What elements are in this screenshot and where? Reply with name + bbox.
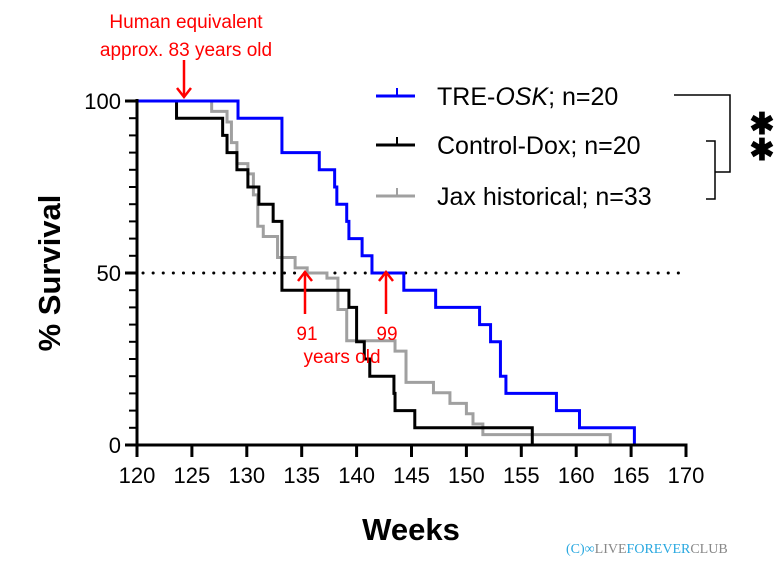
annotation-human-equivalent: Human equivalent [109,12,263,33]
arrow-up-icon [297,269,313,314]
annotation-91: 91 [296,324,317,345]
inner-bracket [706,140,716,200]
x-axis-title: Weeks [362,512,460,547]
survival-curve-control-dox [137,99,534,445]
annotations: Human equivalent approx. 83 years old 91… [100,12,398,368]
legend-item-tre-osk: TRE-OSK; n=20 [376,83,618,111]
x-tick-label: 150 [448,463,485,488]
watermark-forever: FOREVER [626,542,691,557]
y-tick-label: 50 [97,261,121,286]
annotation-83-years: approx. 83 years old [100,40,272,61]
annotation-years-old: years old [303,347,380,368]
watermark-logo: (C)∞LIVEFOREVERCLUB [566,542,728,558]
x-tick-label: 160 [558,463,595,488]
x-tick-label: 125 [174,463,211,488]
legend-item-control-dox: Control-Dox; n=20 [376,132,641,160]
infinity-icon: ∞ [584,542,595,557]
legend-label-jax: Jax historical; n=33 [437,183,652,211]
watermark-copyright: (C) [566,542,585,557]
arrow-up-icon [378,269,394,314]
outer-bracket [674,94,731,173]
x-tick-label: 120 [119,463,156,488]
legend-item-jax: Jax historical; n=33 [376,183,652,211]
survival-curve-tre-osk [137,99,636,445]
x-tick-label: 145 [393,463,430,488]
star-icon: ✱ [749,108,774,141]
y-axis-title: % Survival [32,195,67,352]
watermark-club: CLUB [690,542,728,557]
x-tick-label: 165 [613,463,650,488]
x-tick-label: 170 [668,463,705,488]
star-icon: ✱ [749,134,774,167]
x-tick-label: 135 [283,463,320,488]
y-tick-label: 100 [84,89,121,114]
x-tick-label: 140 [338,463,375,488]
watermark-live: LIVE [594,542,627,557]
axes: 0 50 100 120 125 130 135 140 145 150 155 160 165 170 [84,89,704,488]
significance-bracket [674,94,731,200]
legend-label-tre-osk: TRE-OSK; n=20 [437,83,618,111]
annotation-99: 99 [376,324,397,345]
significance-stars: ✱ ✱ [749,108,774,167]
x-tick-label: 130 [228,463,265,488]
x-tick-label: 155 [503,463,540,488]
arrow-down-icon [176,60,192,100]
y-tick-label: 0 [109,433,121,458]
legend-label-control-dox: Control-Dox; n=20 [437,132,641,160]
legend: TRE-OSK; n=20 Control-Dox; n=20 Jax hist… [376,83,652,211]
